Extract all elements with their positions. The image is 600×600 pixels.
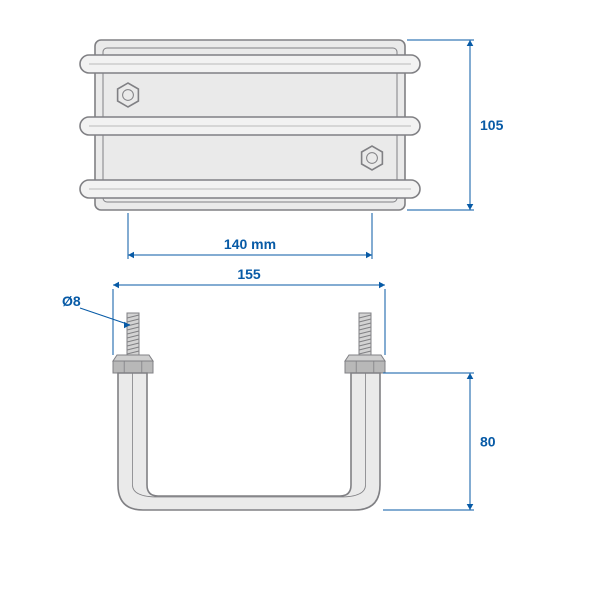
nut-0-front: [113, 361, 153, 373]
drawing-canvas: 140 mm 155 105 80 Ø8: [0, 0, 600, 600]
u-handle-centerline: [133, 373, 366, 497]
front-view: [113, 313, 385, 510]
dim-155-label: 155: [237, 266, 261, 282]
dim-diam8-leader: [80, 308, 130, 325]
bolt-hex: [118, 83, 139, 107]
dim-80-label: 80: [480, 434, 496, 450]
dim-140-label: 140 mm: [224, 236, 276, 252]
nut-1-front: [345, 361, 385, 373]
top-view: [80, 40, 420, 210]
nut-1-top: [345, 355, 385, 361]
u-handle: [118, 373, 380, 510]
bolt-hex: [362, 146, 383, 170]
dim-105-label: 105: [480, 117, 504, 133]
nut-0-top: [113, 355, 153, 361]
dim-diam8-label: Ø8: [62, 293, 81, 309]
